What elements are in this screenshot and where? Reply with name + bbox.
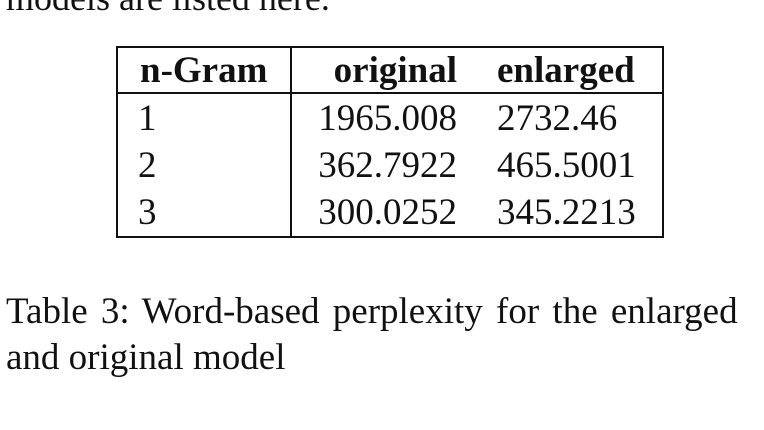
header-enlarged: enlarged (477, 47, 663, 94)
cell-original: 362.7922 (318, 144, 457, 186)
caption-text-2: and original model (6, 337, 286, 378)
cell-original: 300.0252 (318, 192, 457, 233)
cell-ngram: 2 (117, 141, 292, 189)
table-row: 2 362.7922 465.5001 (117, 141, 663, 189)
caption-text-1: Word-based perplexity for the enlarged (141, 291, 738, 332)
cell-original: 1965.008 (318, 98, 457, 139)
cell-ngram: 3 (117, 189, 292, 237)
cell-enlarged: 465.5001 (497, 144, 636, 186)
table-row: 3 300.0252 345.2213 (117, 189, 663, 237)
preceding-text: models are listed here. (6, 0, 330, 20)
header-original: original (291, 47, 477, 94)
header-ngram: n-Gram (117, 47, 292, 94)
caption-line-1: Table 3: Word-based perplexity for the en… (6, 289, 764, 335)
table-row: 1 1965.008 2732.46 (117, 93, 663, 141)
caption-label: Table 3: (6, 291, 130, 332)
perplexity-table-container: n-Gram original enlarged 1 1965.008 2732… (116, 46, 664, 238)
perplexity-table: n-Gram original enlarged 1 1965.008 2732… (116, 46, 664, 238)
table-header-row: n-Gram original enlarged (117, 47, 663, 94)
cell-enlarged: 2732.46 (497, 98, 618, 139)
cell-enlarged: 345.2213 (497, 192, 636, 233)
table-caption: Table 3: Word-based perplexity for the en… (6, 289, 764, 381)
cell-ngram: 1 (117, 93, 292, 141)
